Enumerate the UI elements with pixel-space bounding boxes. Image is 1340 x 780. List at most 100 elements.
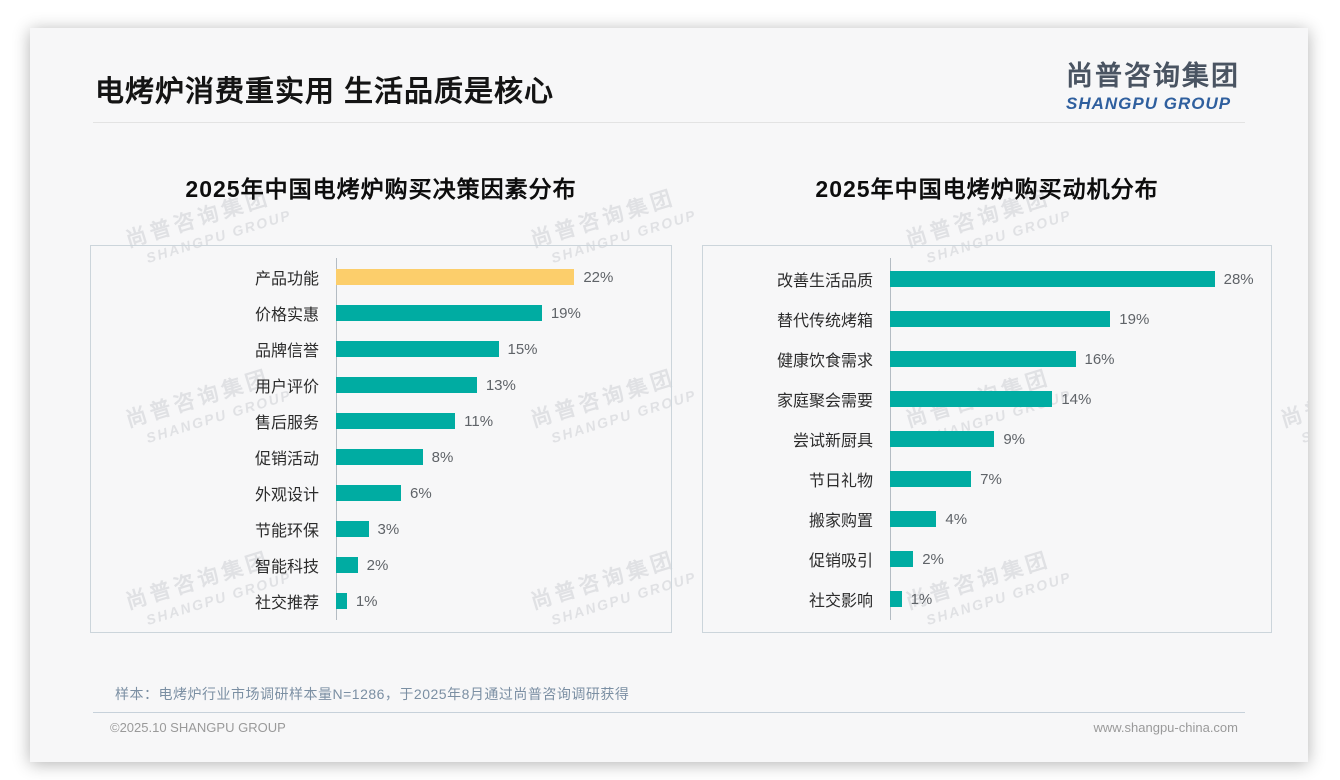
category-label: 社交推荐 (254, 595, 319, 612)
bar-track: 3% (336, 521, 661, 538)
bar (336, 449, 423, 465)
bar-rows: 改善生活品质 28% 替代传统烤箱 19% 健康饮食需求 16% 家庭聚会需要 14% 尝试新厨… (703, 259, 1261, 619)
value-label: 28% (1223, 270, 1254, 288)
chart-title: 2025年中国电烤炉购买决策因素分布 (185, 176, 577, 202)
value-label: 19% (550, 304, 581, 322)
bar-track: 11% (336, 413, 661, 430)
bar (890, 351, 1076, 367)
bar (890, 591, 902, 607)
bar (890, 431, 995, 447)
value-label: 8% (431, 448, 454, 466)
value-label: 22% (583, 268, 614, 286)
category-label: 替代传统烤箱 (776, 313, 873, 330)
category-label: 节日礼物 (808, 473, 873, 490)
bar (890, 471, 972, 487)
bar (336, 269, 575, 285)
bar (336, 557, 358, 573)
value-label: 13% (485, 376, 516, 394)
charts-area: 2025年中国电烤炉购买决策因素分布 产品功能 22% 价格实惠 19% 品牌信誉 15%… (90, 170, 1272, 633)
chart-purchase-motivations: 2025年中国电烤炉购买动机分布 改善生活品质 28% 替代传统烤箱 19% 健康饮食需… (702, 170, 1272, 633)
bar-row: 改善生活品质 28% (703, 267, 1261, 291)
value-label: 6% (410, 484, 432, 502)
category-label: 价格实惠 (254, 307, 319, 324)
bar-track: 9% (890, 431, 1261, 448)
bar (890, 391, 1053, 407)
bar (336, 305, 542, 321)
bar-row: 智能科技 2% (91, 553, 661, 577)
bar (890, 311, 1111, 327)
bar-row: 品牌信誉 15% (91, 337, 661, 361)
footer-website: www.shangpu-china.com (1093, 720, 1238, 735)
category-label: 改善生活品质 (776, 273, 873, 290)
category-label: 品牌信誉 (254, 343, 319, 360)
value-label: 19% (1119, 310, 1150, 328)
bar-row: 外观设计 6% (91, 481, 661, 505)
bar-track: 28% (890, 271, 1261, 288)
bar-track: 14% (890, 391, 1261, 408)
bar-track: 7% (890, 471, 1261, 488)
logo-text-cn: 尚普咨询集团 (1066, 61, 1240, 91)
bar-row: 社交影响 1% (703, 587, 1261, 611)
bar-row: 尝试新厨具 9% (703, 427, 1261, 451)
bar-track: 16% (890, 351, 1261, 368)
chart-title: 2025年中国电烤炉购买动机分布 (815, 176, 1159, 202)
bar-row: 促销活动 8% (91, 445, 661, 469)
value-label: 9% (1003, 430, 1026, 448)
value-label: 2% (366, 556, 389, 574)
category-label: 尝试新厨具 (792, 433, 873, 450)
bar-row: 健康饮食需求 16% (703, 347, 1261, 371)
header-divider (93, 122, 1245, 123)
bar-track: 2% (890, 551, 1261, 568)
bar-track: 1% (890, 591, 1261, 608)
bar-row: 价格实惠 19% (91, 301, 661, 325)
category-label: 搬家购置 (808, 513, 873, 530)
bar-row: 产品功能 22% (91, 265, 661, 289)
value-label: 2% (922, 550, 944, 568)
category-label: 售后服务 (254, 415, 319, 432)
bar-track: 19% (890, 311, 1261, 328)
bar-row: 售后服务 11% (91, 409, 661, 433)
sample-note: 样本：电烤炉行业市场调研样本量N=1286，于2025年8月通过尚普咨询调研获得 (115, 686, 630, 702)
value-label: 3% (377, 520, 400, 538)
bar-track: 19% (336, 305, 661, 322)
logo-text-en: SHANGPU GROUP (1066, 94, 1232, 113)
value-label: 11% (464, 412, 494, 430)
category-label: 外观设计 (254, 487, 319, 504)
page-title: 电烤炉消费重实用 生活品质是核心 (95, 76, 555, 108)
category-label: 健康饮食需求 (776, 353, 873, 370)
category-label: 用户评价 (254, 379, 319, 396)
bar-track: 4% (890, 511, 1261, 528)
bar-track: 15% (336, 341, 661, 358)
value-label: 16% (1084, 350, 1115, 368)
bar-row: 促销吸引 2% (703, 547, 1261, 571)
company-logo: 尚普咨询集团 SHANGPU GROUP (1066, 54, 1240, 114)
bar-track: 6% (336, 485, 661, 502)
bar-track: 2% (336, 557, 661, 574)
bar-track: 1% (336, 593, 661, 610)
bar (336, 341, 499, 357)
bar (890, 551, 914, 567)
bar (890, 511, 937, 527)
bar (336, 521, 369, 537)
chart-panel: 改善生活品质 28% 替代传统烤箱 19% 健康饮食需求 16% 家庭聚会需要 14% 尝试新厨… (702, 245, 1272, 633)
bar-row: 社交推荐 1% (91, 589, 661, 613)
bar (336, 485, 401, 501)
category-label: 节能环保 (254, 523, 319, 540)
category-label: 智能科技 (254, 559, 319, 576)
bar-track: 22% (336, 269, 661, 286)
chart-panel: 产品功能 22% 价格实惠 19% 品牌信誉 15% 用户评价 13% 售后服务 11% 促销活动 8… (90, 245, 672, 633)
value-label: 14% (1061, 390, 1092, 408)
value-label: 1% (910, 590, 933, 608)
chart-decision-factors: 2025年中国电烤炉购买决策因素分布 产品功能 22% 价格实惠 19% 品牌信誉 15%… (90, 170, 672, 633)
bar-row: 搬家购置 4% (703, 507, 1261, 531)
bar (336, 593, 347, 609)
bar-row: 节能环保 3% (91, 517, 661, 541)
axis-line (336, 258, 337, 620)
category-label: 家庭聚会需要 (776, 393, 873, 410)
slide: 尚普咨询集团 SHANGPU GROUP 尚普咨询集团 SHANGPU GROUP 尚普… (30, 28, 1308, 762)
bar (890, 271, 1215, 287)
bar-row: 家庭聚会需要 14% (703, 387, 1261, 411)
bar-track: 8% (336, 449, 661, 466)
bar (336, 413, 456, 429)
category-label: 产品功能 (254, 271, 319, 288)
